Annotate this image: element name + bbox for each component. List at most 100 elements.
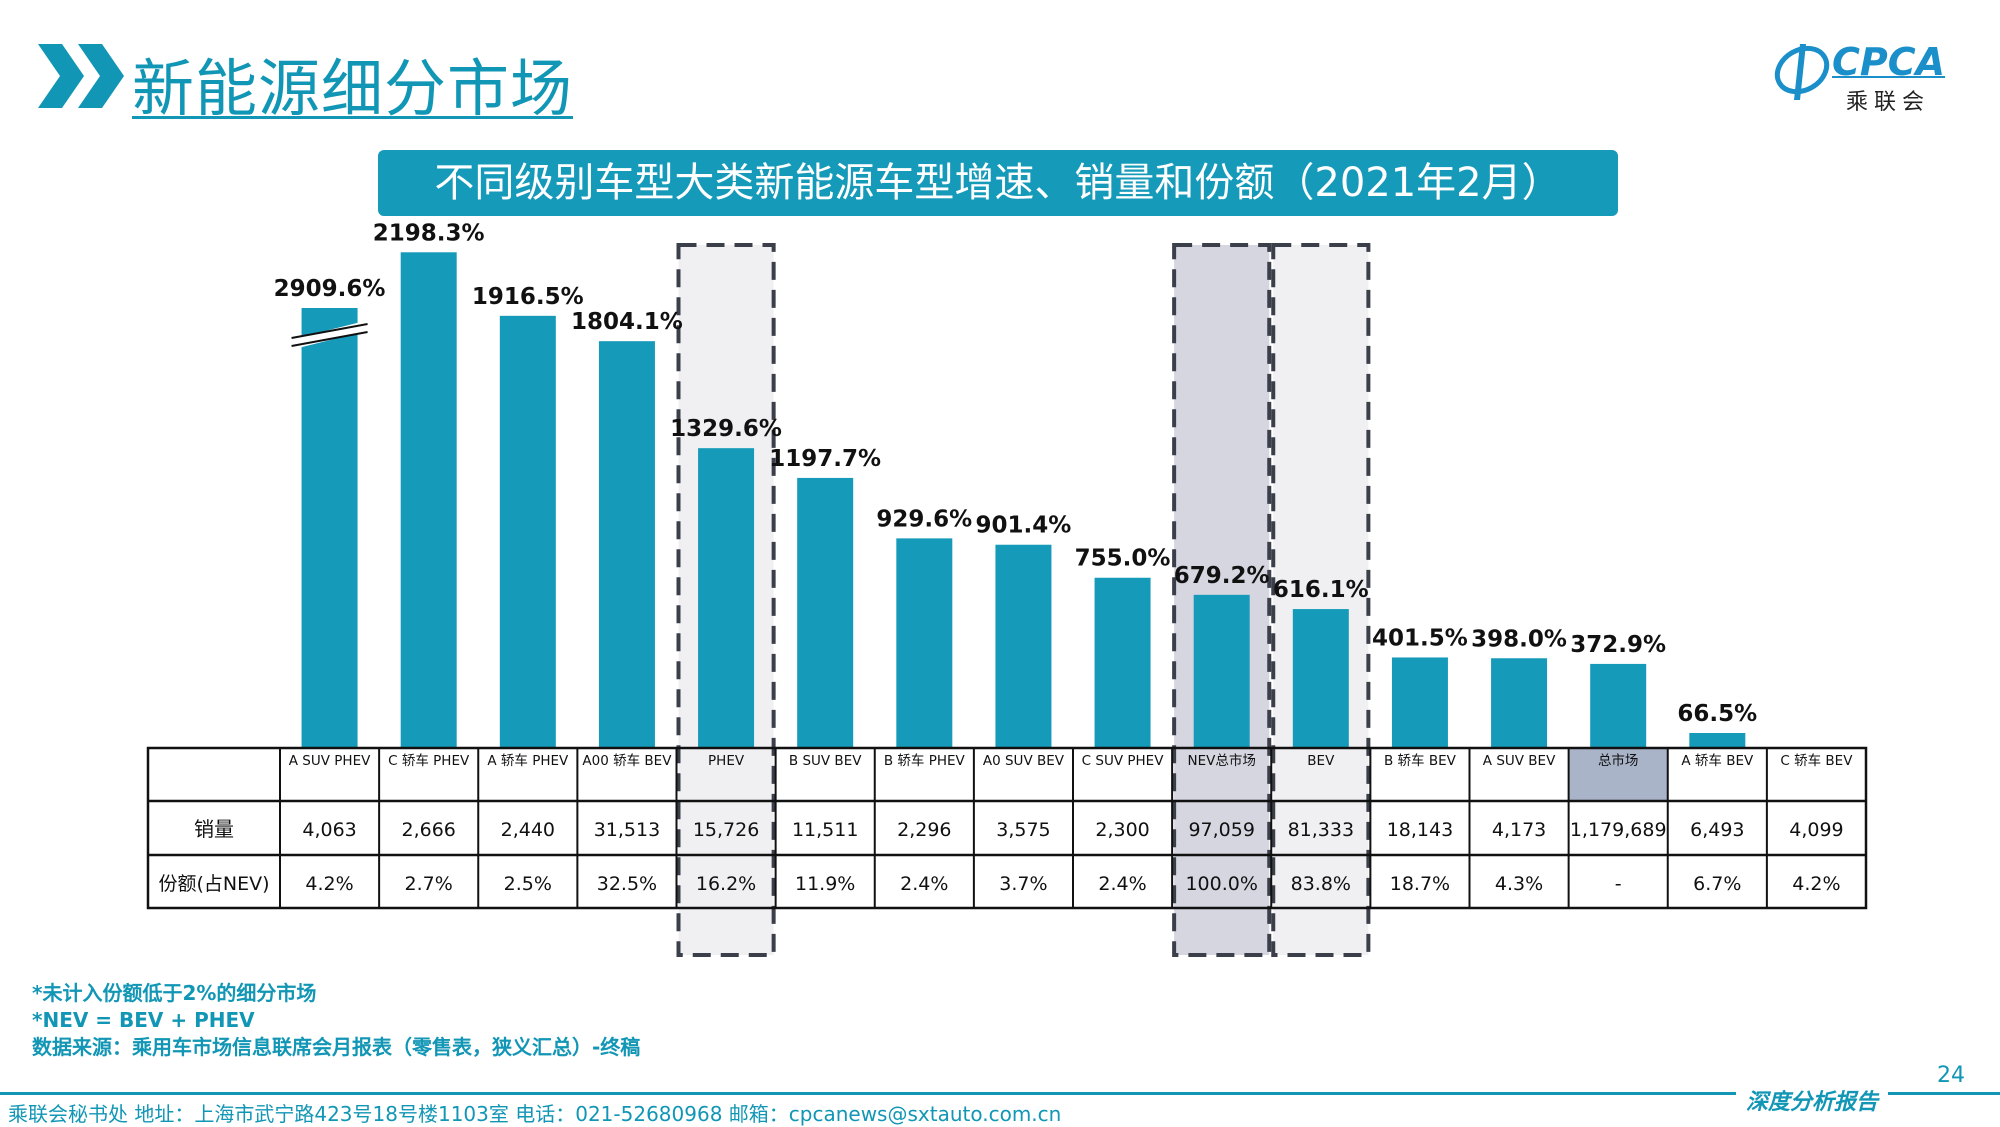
category-label-14: A 轿车 BEV — [1681, 752, 1754, 769]
page-number: 24 — [1937, 1063, 1965, 1088]
data-label-5: 1197.7% — [769, 446, 881, 472]
highlight-box-10 — [1271, 243, 1371, 957]
bar-11 — [1391, 657, 1448, 748]
bar-14 — [1689, 733, 1746, 748]
data-label-7: 901.4% — [976, 513, 1072, 539]
sales-cell-4: 15,726 — [693, 819, 759, 841]
bar-6 — [896, 538, 953, 748]
share-cell-5: 11.9% — [795, 873, 855, 895]
share-cell-9: 100.0% — [1185, 873, 1257, 895]
axis-break-line-2 — [291, 331, 368, 347]
category-label-4: PHEV — [708, 753, 745, 769]
bar-13 — [1590, 663, 1647, 748]
data-source-note: 数据来源：乘用车市场信息联席会月报表（零售表，狭义汇总）-终稿 — [32, 1035, 641, 1059]
category-label-13: 总市场 — [1598, 752, 1639, 769]
category-label-11: B 轿车 BEV — [1384, 752, 1457, 769]
sales-cell-11: 18,143 — [1387, 819, 1453, 841]
share-cell-15: 4.2% — [1792, 873, 1840, 895]
category-label-9: NEV总市场 — [1188, 752, 1256, 769]
bar-0 — [301, 308, 358, 748]
cpca-emblem-icon — [1774, 44, 1830, 100]
axis-break-line-1 — [291, 323, 368, 339]
category-label-12: A SUV BEV — [1483, 753, 1556, 769]
sales-cell-5: 11,511 — [792, 819, 858, 841]
sales-cell-14: 6,493 — [1690, 819, 1744, 841]
sales-cell-1: 2,666 — [401, 819, 455, 841]
row-label-sales: 销量 — [194, 817, 234, 841]
share-cell-11: 18.7% — [1390, 873, 1450, 895]
sales-cell-10: 81,333 — [1288, 819, 1354, 841]
share-cell-2: 2.5% — [504, 873, 552, 895]
bar-1 — [400, 252, 457, 748]
share-cell-10: 83.8% — [1291, 873, 1351, 895]
sales-cell-9: 97,059 — [1188, 819, 1254, 841]
bar-5 — [797, 477, 854, 748]
category-label-1: C 轿车 PHEV — [388, 752, 470, 769]
share-cell-7: 3.7% — [999, 873, 1047, 895]
share-cell-3: 32.5% — [597, 873, 657, 895]
page-title: 新能源细分市场 — [132, 52, 574, 125]
category-label-2: A 轿车 PHEV — [487, 752, 569, 769]
chart-title: 不同级别车型大类新能源车型增速、销量和份额（2021年2月） — [378, 150, 1618, 216]
share-cell-12: 4.3% — [1495, 873, 1543, 895]
category-label-10: BEV — [1307, 753, 1335, 769]
footnote-2: *NEV = BEV + PHEV — [32, 1008, 255, 1032]
footer-contact: 乘联会秘书处 地址：上海市武宁路423号18号楼1103室 电话：021-526… — [8, 1102, 1062, 1126]
data-label-0: 2909.6% — [274, 276, 386, 302]
bar-8 — [1094, 577, 1151, 748]
data-label-6: 929.6% — [876, 506, 972, 532]
bar-12 — [1491, 658, 1548, 748]
footer-divider — [0, 1092, 2000, 1095]
highlight-box-4 — [676, 243, 776, 957]
data-label-10: 616.1% — [1273, 577, 1369, 603]
sales-cell-13: 1,179,689 — [1570, 819, 1667, 841]
data-label-2: 1916.5% — [472, 284, 584, 310]
sales-cell-8: 2,300 — [1095, 819, 1149, 841]
category-label-15: C 轿车 BEV — [1780, 752, 1853, 769]
category-label-8: C SUV PHEV — [1082, 753, 1165, 769]
bar-4 — [698, 448, 755, 748]
sales-cell-12: 4,173 — [1492, 819, 1546, 841]
data-label-3: 1804.1% — [571, 309, 683, 335]
category-label-0: A SUV PHEV — [289, 753, 371, 769]
sales-cell-0: 4,063 — [302, 819, 356, 841]
share-cell-13: - — [1615, 873, 1622, 895]
sales-cell-7: 3,575 — [996, 819, 1050, 841]
highlight-cell-13 — [1568, 748, 1668, 801]
chevron-double-right-icon — [38, 44, 124, 108]
share-cell-6: 2.4% — [900, 873, 948, 895]
sales-cell-2: 2,440 — [501, 819, 555, 841]
logo-subtext: 乘联会 — [1846, 90, 1931, 115]
data-label-11: 401.5% — [1372, 625, 1468, 651]
data-label-9: 679.2% — [1174, 563, 1270, 589]
share-cell-14: 6.7% — [1693, 873, 1741, 895]
category-label-5: B SUV BEV — [789, 753, 862, 769]
footnotes: *未计入份额低于2%的细分市场 *NEV = BEV + PHEV 数据来源：乘… — [32, 980, 640, 1061]
footnote-1: *未计入份额低于2%的细分市场 — [32, 981, 317, 1005]
share-cell-1: 2.7% — [405, 873, 453, 895]
data-label-1: 2198.3% — [373, 220, 485, 246]
bar-7 — [995, 544, 1052, 748]
sales-cell-15: 4,099 — [1789, 819, 1843, 841]
category-label-7: A0 SUV BEV — [983, 753, 1065, 769]
data-label-8: 755.0% — [1075, 546, 1171, 572]
bar-3 — [598, 341, 655, 748]
share-cell-8: 2.4% — [1098, 873, 1146, 895]
data-label-12: 398.0% — [1471, 626, 1567, 652]
bar-9 — [1193, 594, 1250, 748]
bar-10 — [1292, 609, 1349, 748]
logo-text: CPCA — [1832, 40, 1946, 84]
data-label-4: 1329.6% — [670, 416, 782, 442]
share-cell-4: 16.2% — [696, 873, 756, 895]
bar-2 — [499, 315, 556, 748]
share-cell-0: 4.2% — [305, 873, 353, 895]
row-label-share: 份额(占NEV) — [158, 873, 269, 895]
category-label-3: A00 轿车 BEV — [582, 752, 672, 769]
cpca-logo: CPCA 乘联会 — [1770, 36, 1970, 116]
sales-cell-6: 2,296 — [897, 819, 951, 841]
data-label-13: 372.9% — [1570, 632, 1666, 658]
sales-cell-3: 31,513 — [594, 819, 660, 841]
data-label-14: 66.5% — [1677, 701, 1757, 727]
category-label-6: B 轿车 PHEV — [884, 752, 966, 769]
